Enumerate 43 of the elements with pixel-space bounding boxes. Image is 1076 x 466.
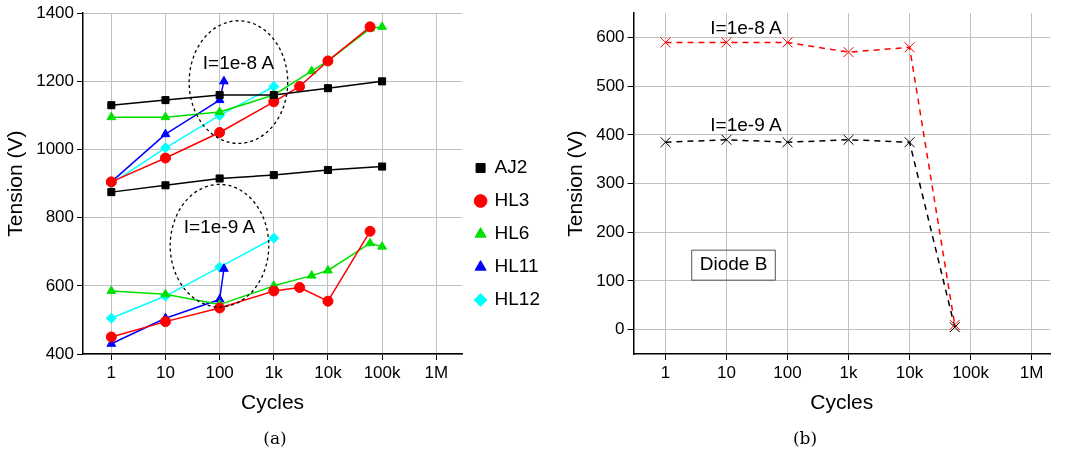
annotation: Diode B <box>699 253 768 275</box>
y-tick-label: 0 <box>615 319 625 339</box>
annotation: I=1e-9 A <box>710 113 782 135</box>
y-tick-label: 400 <box>596 124 625 144</box>
x-axis-title: Cycles <box>810 389 874 413</box>
legend-label: HL11 <box>494 255 539 277</box>
y-tick-label: 400 <box>45 343 75 363</box>
legend-label: HL3 <box>494 189 530 211</box>
legend-label: HL12 <box>494 288 540 310</box>
x-tick-label: 100 <box>773 362 802 382</box>
y-tick-label: 600 <box>596 27 625 47</box>
y-tick-label: 1200 <box>36 71 75 91</box>
x-tick-label: 1M <box>424 362 449 382</box>
y-tick-label: 1400 <box>36 2 75 22</box>
y-axis-title: Tension (V) <box>3 130 27 237</box>
x-tick-label: 10k <box>895 362 924 382</box>
y-tick-label: 800 <box>45 207 75 227</box>
x-tick-label: 1k <box>264 362 284 382</box>
y-axis-title: Tension (V) <box>563 130 587 237</box>
x-tick-label: 100k <box>363 362 402 382</box>
legend-label: AJ2 <box>494 156 528 178</box>
x-tick-label: 100k <box>952 362 990 382</box>
y-tick-label: 200 <box>596 221 625 241</box>
y-tick-label: 1000 <box>36 139 75 159</box>
x-tick-label: 1 <box>660 362 671 382</box>
annotation: I=1e-9 A <box>183 215 256 237</box>
x-axis-title: Cycles <box>241 389 305 413</box>
x-tick-label: 1k <box>839 362 859 382</box>
text: (a) <box>263 428 287 449</box>
x-tick-label: 1M <box>1019 362 1044 382</box>
y-tick-label: 500 <box>596 75 625 95</box>
text: (b) <box>792 428 818 449</box>
x-tick-label: 10 <box>156 362 175 382</box>
annotation: I=1e-8 A <box>202 52 275 74</box>
annotation: I=1e-8 A <box>710 16 782 38</box>
x-tick-label: 10 <box>717 362 736 382</box>
legend-label: HL6 <box>494 222 530 244</box>
x-tick-label: 100 <box>205 362 234 382</box>
y-tick-label: 100 <box>596 270 625 290</box>
y-tick-label: 300 <box>596 173 625 193</box>
y-tick-label: 600 <box>45 275 75 295</box>
x-tick-label: 1 <box>106 362 117 382</box>
x-tick-label: 10k <box>314 362 343 382</box>
